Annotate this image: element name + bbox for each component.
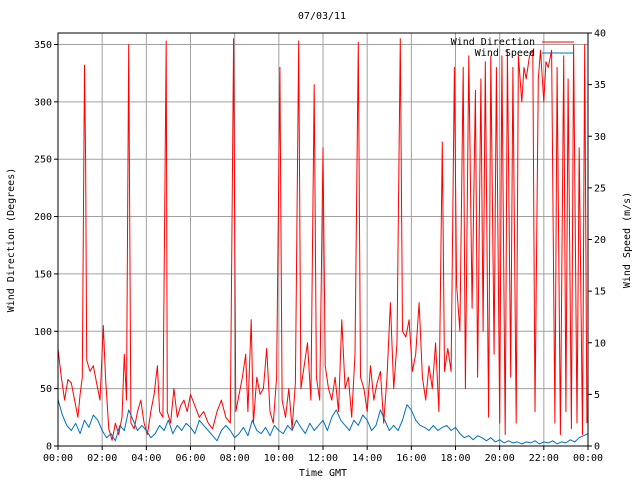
legend-label: Wind Direction — [451, 37, 535, 48]
x-tick-label: 04:00 — [131, 453, 161, 464]
y-tick-label: 350 — [34, 40, 52, 51]
x-tick-label: 02:00 — [87, 453, 117, 464]
x-tick-label: 16:00 — [396, 453, 426, 464]
x-tick-label: 08:00 — [220, 453, 250, 464]
right-axis-ticks: 0 5 10 15 20 25 30 35 40 — [588, 29, 606, 453]
y2-tick-label: 35 — [594, 80, 606, 91]
grid-lines — [58, 33, 588, 446]
x-axis-label: Time GMT — [299, 468, 347, 479]
x-axis-ticks: 00:00 02:00 04:00 06:00 08:00 10:00 12:00 14:00… — [43, 446, 603, 464]
y2-tick-label: 10 — [594, 338, 606, 349]
y-tick-label: 0 — [46, 442, 52, 453]
y-tick-label: 300 — [34, 97, 52, 108]
x-tick-label: 00:00 — [43, 453, 73, 464]
plot-series — [57, 38, 589, 445]
legend-label: Wind Speed — [475, 48, 535, 59]
y-tick-label: 200 — [34, 212, 52, 223]
y-axis-label: Wind Direction (Degrees) — [6, 168, 17, 313]
y2-tick-label: 0 — [594, 442, 600, 453]
x-tick-label: 10:00 — [264, 453, 294, 464]
y-tick-label: 100 — [34, 327, 52, 338]
y-tick-label: 150 — [34, 269, 52, 280]
left-axis-ticks: 0 50 100 150 200 250 300 350 — [34, 40, 58, 453]
y-tick-label: 50 — [40, 384, 52, 395]
x-tick-label: 22:00 — [529, 453, 559, 464]
y2-tick-label: 30 — [594, 132, 606, 143]
y2-tick-label: 40 — [594, 29, 606, 40]
wind-speed-line — [57, 399, 589, 445]
y2-tick-label: 20 — [594, 235, 606, 246]
y2-tick-label: 5 — [594, 390, 600, 401]
wind-direction-line — [57, 38, 588, 441]
y2-tick-label: 15 — [594, 287, 606, 298]
x-tick-label: 06:00 — [175, 453, 205, 464]
x-tick-label: 18:00 — [440, 453, 470, 464]
y-tick-label: 250 — [34, 155, 52, 166]
chart-title: 07/03/11 — [298, 11, 346, 22]
y2-axis-label: Wind Speed (m/s) — [622, 192, 633, 288]
x-tick-label: 00:00 — [573, 453, 603, 464]
y2-tick-label: 25 — [594, 183, 606, 194]
x-tick-label: 20:00 — [485, 453, 515, 464]
x-tick-label: 12:00 — [308, 453, 338, 464]
x-tick-label: 14:00 — [352, 453, 382, 464]
